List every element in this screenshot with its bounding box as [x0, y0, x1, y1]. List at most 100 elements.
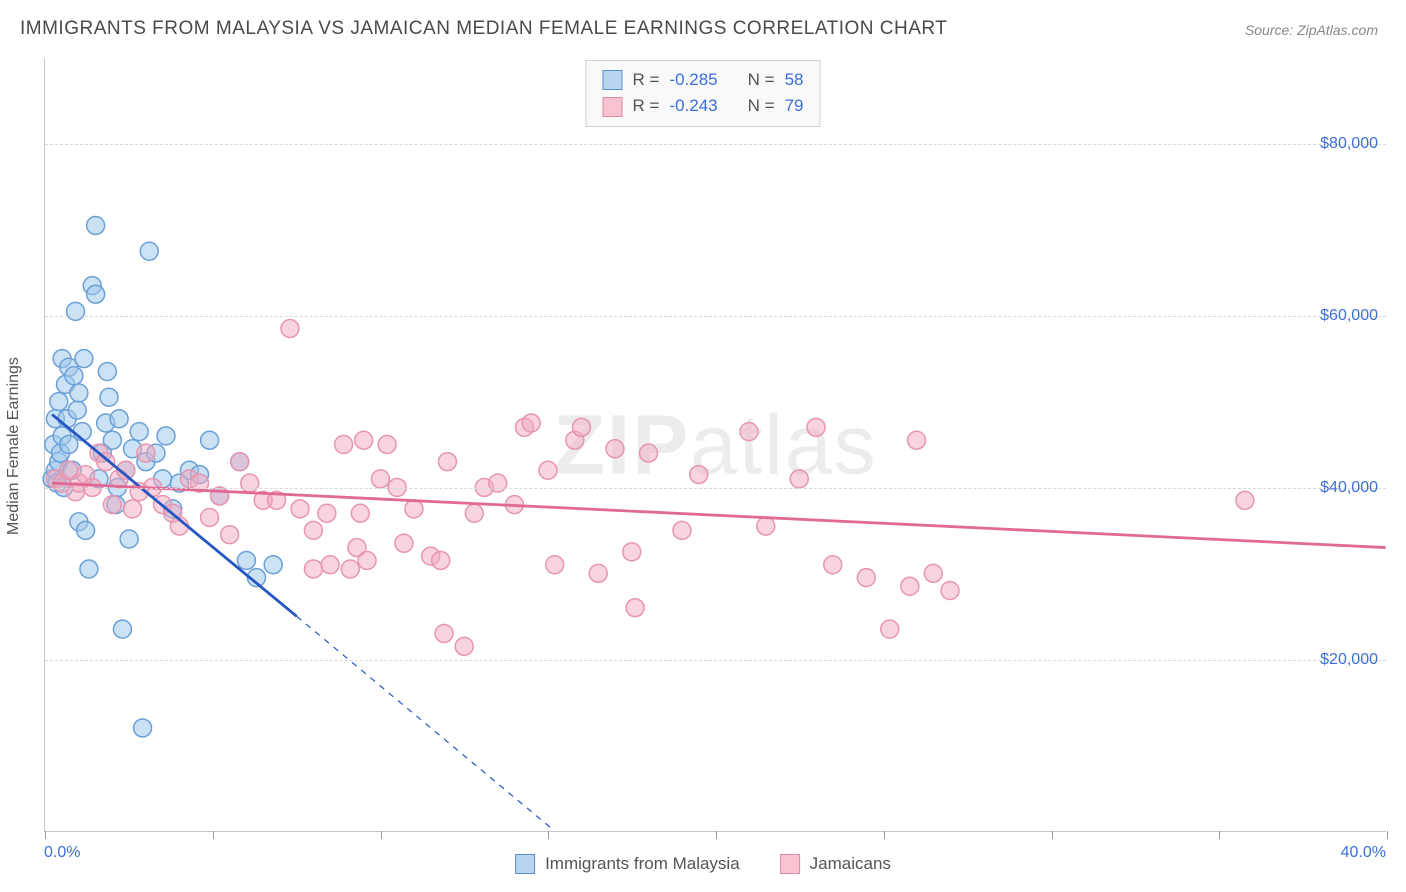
scatter-point — [87, 216, 105, 234]
scatter-point — [98, 363, 116, 381]
scatter-point — [908, 431, 926, 449]
scatter-point — [395, 534, 413, 552]
scatter-point — [455, 637, 473, 655]
scatter-point — [432, 551, 450, 569]
scatter-point — [67, 302, 85, 320]
n-label: N = — [748, 67, 775, 93]
n-value: 58 — [785, 67, 804, 93]
scatter-point — [291, 500, 309, 518]
scatter-point — [465, 504, 483, 522]
y-axis-title: Median Female Earnings — [5, 357, 23, 535]
scatter-point — [264, 556, 282, 574]
source-label: Source: — [1245, 22, 1297, 38]
stats-row: R = -0.285 N = 58 — [603, 67, 804, 93]
scatter-point — [924, 564, 942, 582]
r-value: -0.285 — [669, 67, 717, 93]
trend-line — [52, 483, 1386, 547]
scatter-point — [358, 551, 376, 569]
scatter-point — [355, 431, 373, 449]
scatter-point — [221, 526, 239, 544]
scatter-point — [231, 453, 249, 471]
scatter-point — [673, 521, 691, 539]
x-tick — [1219, 831, 1220, 839]
scatter-point — [137, 444, 155, 462]
scatter-point — [351, 504, 369, 522]
scatter-point — [626, 599, 644, 617]
scatter-point — [857, 569, 875, 587]
x-tick — [45, 831, 46, 839]
scatter-point — [522, 414, 540, 432]
scatter-point — [237, 551, 255, 569]
scatter-point — [321, 556, 339, 574]
scatter-point — [341, 560, 359, 578]
y-tick-label: $60,000 — [1320, 307, 1378, 325]
scatter-point — [824, 556, 842, 574]
scatter-point — [639, 444, 657, 462]
scatter-point — [77, 521, 95, 539]
gridline-h — [45, 660, 1386, 661]
legend-item: Jamaicans — [780, 854, 891, 874]
scatter-point — [690, 466, 708, 484]
source-attribution: Source: ZipAtlas.com — [1245, 22, 1378, 38]
scatter-point — [807, 418, 825, 436]
chart-title: IMMIGRANTS FROM MALAYSIA VS JAMAICAN MED… — [20, 18, 947, 40]
scatter-point — [438, 453, 456, 471]
x-tick — [213, 831, 214, 839]
scatter-point — [110, 410, 128, 428]
y-tick-label: $20,000 — [1320, 651, 1378, 669]
scatter-point — [489, 474, 507, 492]
legend-label: Jamaicans — [810, 854, 891, 874]
x-tick — [716, 831, 717, 839]
scatter-point — [335, 436, 353, 454]
r-label: R = — [633, 93, 660, 119]
x-axis-max-label: 40.0% — [1341, 844, 1386, 862]
scatter-point — [539, 461, 557, 479]
scatter-point — [623, 543, 641, 561]
y-tick-label: $80,000 — [1320, 135, 1378, 153]
scatter-point — [103, 496, 121, 514]
bottom-legend: Immigrants from Malaysia Jamaicans — [515, 854, 891, 874]
scatter-point — [100, 388, 118, 406]
gridline-h — [45, 316, 1386, 317]
scatter-point — [87, 285, 105, 303]
scatter-point — [606, 440, 624, 458]
scatter-point — [881, 620, 899, 638]
scatter-point — [120, 530, 138, 548]
scatter-point — [304, 560, 322, 578]
scatter-point — [130, 423, 148, 441]
stats-row: R = -0.243N = 79 — [603, 93, 804, 119]
scatter-point — [546, 556, 564, 574]
x-tick — [1387, 831, 1388, 839]
legend-item: Immigrants from Malaysia — [515, 854, 740, 874]
n-value: 79 — [785, 93, 804, 119]
legend-swatch — [780, 854, 800, 874]
stats-legend-box: R = -0.285 N = 58R = -0.243N = 79 — [586, 60, 821, 127]
scatter-point — [97, 453, 115, 471]
chart-plot-area: ZIPatlas $20,000$40,000$60,000$80,000 — [44, 58, 1386, 832]
stats-swatch — [603, 70, 623, 90]
scatter-point — [113, 620, 131, 638]
scatter-point — [572, 418, 590, 436]
scatter-point — [68, 401, 86, 419]
scatter-point — [941, 582, 959, 600]
r-value: -0.243 — [669, 93, 717, 119]
scatter-point — [371, 470, 389, 488]
legend-swatch — [515, 854, 535, 874]
trend-line-dashed — [297, 616, 555, 831]
x-tick — [548, 831, 549, 839]
y-tick-label: $40,000 — [1320, 479, 1378, 497]
gridline-h — [45, 488, 1386, 489]
r-label: R = — [633, 67, 660, 93]
source-name: ZipAtlas.com — [1297, 22, 1378, 38]
stats-swatch — [603, 97, 623, 117]
scatter-point — [65, 367, 83, 385]
scatter-point — [405, 500, 423, 518]
scatter-point — [901, 577, 919, 595]
scatter-point — [70, 384, 88, 402]
scatter-point — [790, 470, 808, 488]
scatter-point — [281, 320, 299, 338]
scatter-point — [75, 350, 93, 368]
scatter-point — [201, 431, 219, 449]
scatter-point — [80, 560, 98, 578]
scatter-point — [123, 500, 141, 518]
